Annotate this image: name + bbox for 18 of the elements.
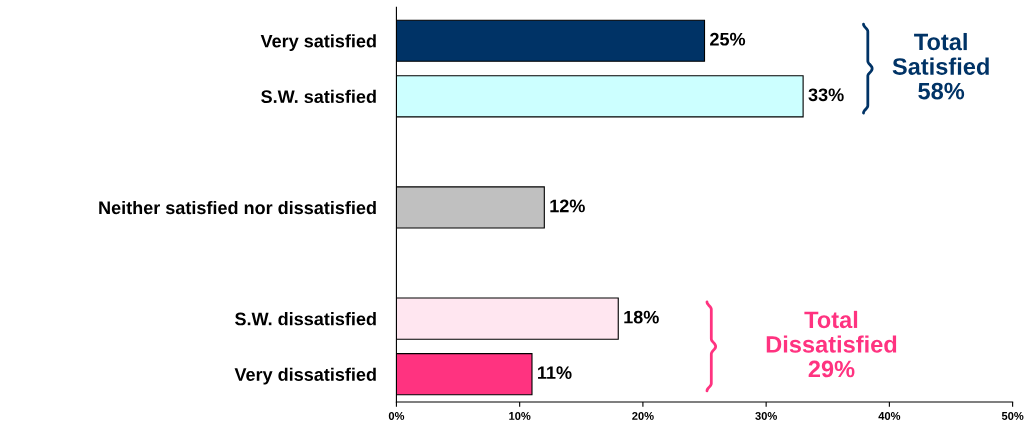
- x-tick-label: 10%: [509, 412, 531, 420]
- y-tick-label: Very dissatisfied: [234, 367, 376, 385]
- x-tick-label: 40%: [878, 412, 901, 420]
- y-tick-label: Very satisfied: [260, 34, 376, 52]
- data-label: 18%: [624, 310, 659, 324]
- annotation: Total Dissatisfied 29%: [766, 310, 897, 378]
- data-label: 12%: [550, 199, 585, 213]
- x-tick-label: 0%: [388, 412, 405, 420]
- y-tick-label: S.W. dissatisfied: [235, 312, 376, 326]
- x-tick-label: 50%: [1001, 412, 1024, 420]
- annotation: Total Satisfied 58%: [892, 32, 989, 100]
- data-label: 25%: [710, 32, 746, 46]
- y-tick-label: Neither satisfied nor dissatisfied: [99, 200, 376, 215]
- data-label: 33%: [808, 88, 844, 102]
- y-tick-label: S.W. satisfied: [261, 89, 376, 104]
- x-tick-label: 20%: [632, 412, 654, 420]
- data-label: 11%: [538, 366, 572, 380]
- x-tick-label: 30%: [755, 412, 777, 420]
